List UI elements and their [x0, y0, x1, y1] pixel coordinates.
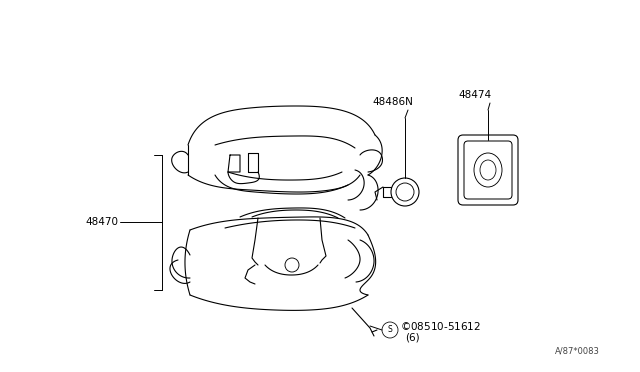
Text: (6): (6) — [405, 333, 420, 343]
Text: 48474: 48474 — [458, 90, 491, 100]
Text: $\copyright$08510-51612: $\copyright$08510-51612 — [400, 320, 481, 332]
Text: A/87*0083: A/87*0083 — [555, 346, 600, 355]
Text: 48486N: 48486N — [372, 97, 413, 107]
Text: S: S — [388, 326, 392, 334]
Text: 48470: 48470 — [85, 217, 118, 227]
